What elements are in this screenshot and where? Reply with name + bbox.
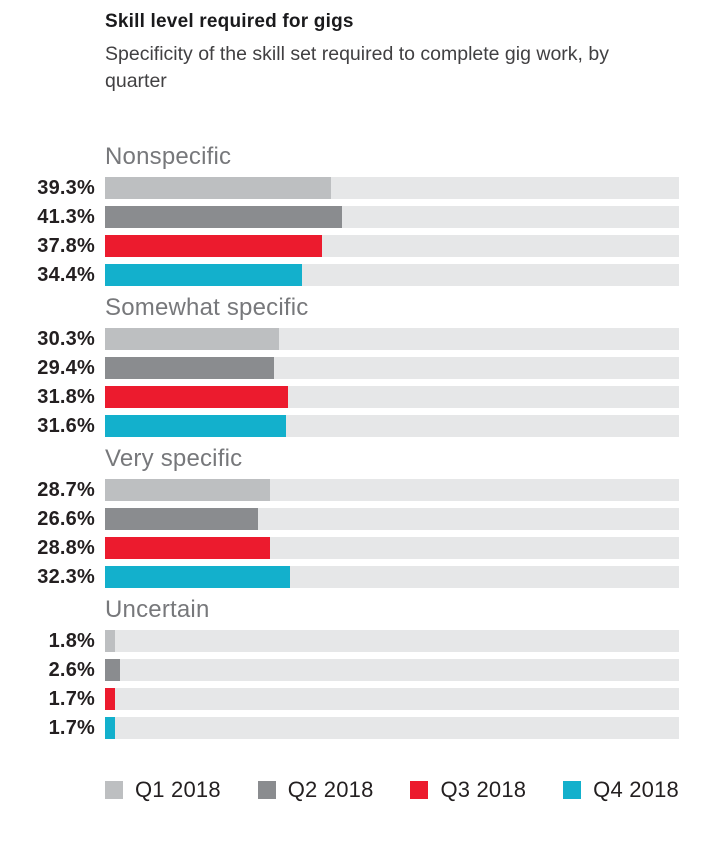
bar-row: 41.3%: [0, 206, 679, 228]
category-group: Nonspecific 39.3% 41.3% 37.8% 34.4%: [0, 143, 679, 286]
bar-q2-2018: [105, 508, 258, 530]
bar-row: 31.6%: [0, 415, 679, 437]
bar-row: 29.4%: [0, 357, 679, 379]
bar-value-label: 41.3%: [37, 205, 95, 228]
legend-label: Q1 2018: [135, 777, 221, 802]
bar-q3-2018: [105, 386, 288, 408]
bar-track: [105, 235, 679, 257]
bar-track: [105, 357, 679, 379]
bar-row: 31.8%: [0, 386, 679, 408]
bar-track: [105, 566, 679, 588]
bar-q1-2018: [105, 328, 279, 350]
bar-row: 37.8%: [0, 235, 679, 257]
bar-value-label: 2.6%: [48, 658, 95, 681]
bar-q2-2018: [105, 206, 343, 228]
bar-value-label: 39.3%: [37, 176, 95, 199]
legend-swatch-icon: [257, 781, 276, 799]
bar-row: 32.3%: [0, 566, 679, 588]
bar-value-label: 28.7%: [37, 478, 95, 501]
legend-item: Q2 2018: [257, 777, 374, 803]
bar-q3-2018: [105, 537, 271, 559]
bar-value-label: 29.4%: [37, 356, 95, 379]
bar-value-label: 26.6%: [37, 507, 95, 530]
bar-track: [105, 415, 679, 437]
bar-q4-2018: [105, 717, 115, 739]
category-group: Uncertain 1.8% 2.6% 1.7% 1.7%: [0, 596, 679, 739]
bar-q2-2018: [105, 357, 274, 379]
bar-value-label: 1.7%: [48, 716, 95, 739]
bar-value-label: 1.7%: [48, 687, 95, 710]
bar-value-label: 28.8%: [37, 536, 95, 559]
bar-value-label: 37.8%: [37, 234, 95, 257]
category-label: Nonspecific: [105, 143, 232, 170]
category-label: Uncertain: [105, 596, 210, 623]
bar-track: [105, 386, 679, 408]
bar-q1-2018: [105, 177, 331, 199]
bar-row: 28.7%: [0, 479, 679, 501]
legend-item: Q4 2018: [563, 777, 679, 803]
chart-subtitle: Specificity of the skill set required to…: [105, 43, 609, 92]
bar-track: [105, 264, 679, 286]
bar-row: 1.8%: [0, 630, 679, 652]
bar-row: 28.8%: [0, 537, 679, 559]
category-group: Somewhat specific 30.3% 29.4% 31.8% 31.6%: [0, 294, 679, 437]
bar-value-label: 34.4%: [37, 263, 95, 286]
bar-value-label: 32.3%: [37, 565, 95, 588]
bar-chart: Nonspecific 39.3% 41.3% 37.8% 34.4% Somewhat …: [0, 143, 708, 739]
bar-row: 39.3%: [0, 177, 679, 199]
bar-track: [105, 717, 679, 739]
category-label: Somewhat specific: [105, 294, 309, 321]
bar-track: [105, 630, 679, 652]
legend-swatch-icon: [563, 781, 582, 799]
bar-q1-2018: [105, 479, 270, 501]
bar-value-label: 30.3%: [37, 327, 95, 350]
bar-q3-2018: [105, 235, 322, 257]
bar-row: 1.7%: [0, 717, 679, 739]
legend-label: Q2 2018: [287, 777, 374, 802]
bar-q4-2018: [105, 264, 303, 286]
legend-swatch-icon: [410, 781, 429, 799]
bar-q3-2018: [105, 688, 115, 710]
bar-row: 34.4%: [0, 264, 679, 286]
bar-track: [105, 659, 679, 681]
legend-item: Q3 2018: [410, 777, 526, 803]
bar-q2-2018: [105, 659, 120, 681]
bar-q1-2018: [105, 630, 116, 652]
bar-track: [105, 328, 679, 350]
bar-track: [105, 537, 679, 559]
bar-q4-2018: [105, 566, 291, 588]
category-group: Very specific 28.7% 26.6% 28.8% 32.3%: [0, 445, 679, 588]
bar-track: [105, 177, 679, 199]
category-label: Very specific: [105, 445, 243, 472]
bar-row: 26.6%: [0, 508, 679, 530]
chart-title: Skill level required for gigs: [105, 11, 354, 32]
bar-value-label: 31.8%: [37, 385, 95, 408]
chart-legend: Q1 2018 Q2 2018 Q3 2018 Q4 2018: [105, 777, 679, 803]
bar-track: [105, 508, 679, 530]
bar-value-label: 1.8%: [48, 629, 95, 652]
legend-item: Q1 2018: [105, 777, 221, 803]
legend-label: Q3 2018: [440, 777, 527, 802]
bar-track: [105, 206, 679, 228]
legend-label: Q4 2018: [593, 777, 679, 802]
chart-header: Skill level required for gigs Specificit…: [105, 10, 679, 95]
bar-row: 30.3%: [0, 328, 679, 350]
bar-row: 1.7%: [0, 688, 679, 710]
bar-track: [105, 688, 679, 710]
legend-swatch-icon: [105, 781, 123, 799]
bar-q4-2018: [105, 415, 287, 437]
bar-value-label: 31.6%: [37, 414, 95, 437]
bar-track: [105, 479, 679, 501]
bar-row: 2.6%: [0, 659, 679, 681]
